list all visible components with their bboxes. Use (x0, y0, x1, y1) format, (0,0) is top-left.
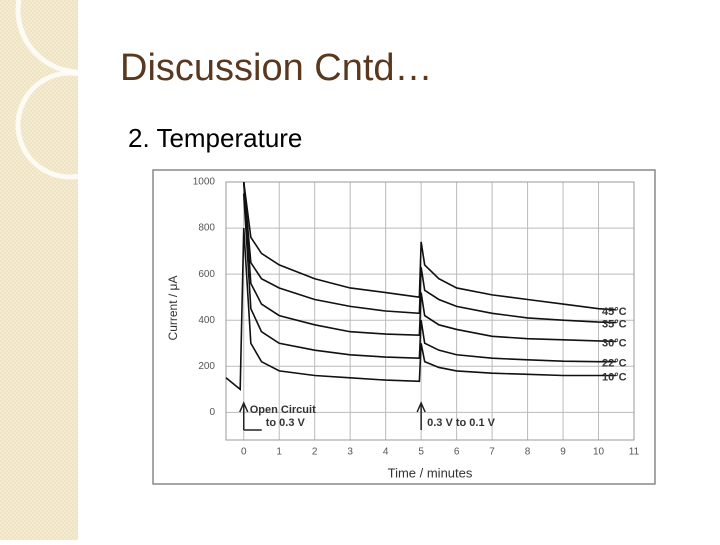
x-tick-label: 0 (241, 447, 247, 458)
annotation-arrowhead (416, 401, 426, 413)
series-line (242, 181, 617, 343)
series-line (242, 181, 617, 324)
decor-circle (15, 70, 125, 180)
slide-title: Discussion Cntd… (120, 47, 433, 89)
series-line (242, 193, 617, 363)
chart-frame (152, 169, 656, 485)
x-tick-label: 6 (454, 447, 460, 458)
series-line (242, 181, 617, 311)
series-label: 30°C (602, 337, 627, 349)
y-tick-label: 400 (198, 315, 215, 326)
y-tick-label: 1000 (193, 177, 216, 188)
series-line (225, 228, 617, 391)
x-tick-label: 7 (489, 447, 495, 458)
series-label: 45°C (602, 306, 627, 318)
annotation-text: to 0.3 V (266, 417, 306, 429)
x-tick-label: 10 (593, 447, 605, 458)
series-label: 22°C (602, 358, 627, 370)
x-tick-label: 8 (525, 447, 531, 458)
y-tick-label: 200 (198, 361, 215, 372)
series-label: 10°C (602, 371, 627, 383)
x-tick-label: 2 (312, 447, 318, 458)
series-label: 35°C (602, 318, 627, 330)
plot-border (225, 181, 635, 441)
y-axis-label: Current / μA (166, 276, 180, 341)
side-strip (0, 0, 78, 540)
annotation-text: Open Circuit (250, 404, 316, 416)
y-tick-label: 800 (198, 223, 215, 234)
annotation-arrowhead (239, 401, 249, 413)
x-tick-label: 5 (418, 447, 424, 458)
x-tick-label: 1 (276, 447, 282, 458)
x-tick-label: 3 (347, 447, 353, 458)
y-tick-label: 0 (209, 407, 215, 418)
x-tick-label: 4 (383, 447, 389, 458)
x-tick-label: 9 (560, 447, 566, 458)
annotation-text: 0.3 V to 0.1 V (427, 417, 496, 429)
x-axis-label: Time / minutes (388, 465, 473, 480)
slide-subtitle: 2. Temperature (128, 123, 302, 153)
x-tick-label: 11 (629, 447, 640, 458)
y-tick-label: 600 (198, 269, 215, 280)
